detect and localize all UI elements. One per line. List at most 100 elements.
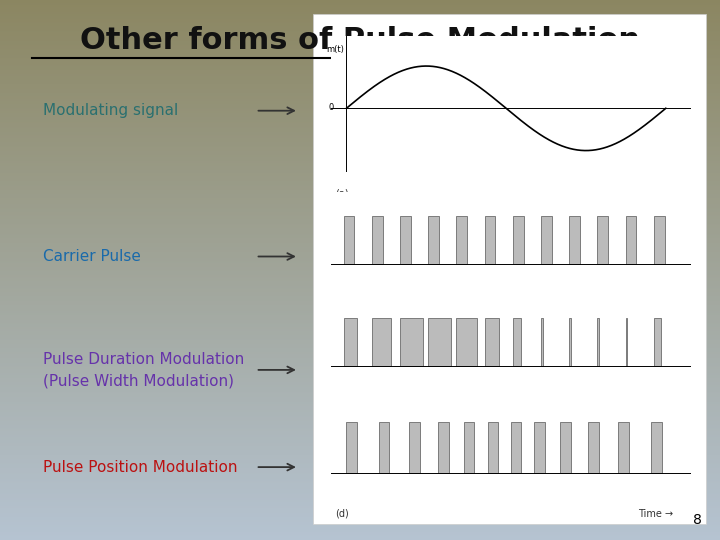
Bar	[0, 343, 720, 345]
Bar	[0, 278, 720, 280]
Bar	[0, 449, 720, 451]
Bar	[0, 525, 720, 526]
Bar	[0, 141, 720, 143]
Bar	[0, 435, 720, 436]
Bar	[0, 402, 720, 404]
Bar	[0, 351, 720, 353]
Bar	[0, 454, 720, 455]
Bar	[0, 427, 720, 428]
Bar	[0, 94, 720, 96]
Bar	[0, 271, 720, 273]
Bar	[0, 286, 720, 287]
Bar	[0, 474, 720, 475]
Bar	[0, 374, 720, 375]
Bar	[0, 59, 720, 60]
Bar	[0, 168, 720, 170]
Bar	[0, 74, 720, 76]
Bar	[410, 422, 420, 473]
Bar	[0, 492, 720, 494]
Bar	[0, 322, 720, 324]
Bar	[0, 58, 720, 59]
Bar	[0, 383, 720, 384]
Bar	[0, 178, 720, 179]
Bar	[0, 417, 720, 418]
Bar	[0, 205, 720, 206]
Bar	[0, 150, 720, 151]
Bar	[0, 392, 720, 393]
Bar	[0, 253, 720, 254]
Bar	[0, 191, 720, 192]
Bar	[0, 140, 720, 141]
Bar	[0, 355, 720, 356]
Bar	[0, 335, 720, 336]
Bar	[0, 267, 720, 269]
Bar	[0, 321, 720, 322]
Bar	[0, 112, 720, 113]
Bar	[0, 400, 720, 401]
Bar	[0, 346, 720, 347]
Bar	[0, 227, 720, 228]
Bar	[0, 361, 720, 362]
Bar	[0, 472, 720, 474]
Bar	[0, 32, 720, 33]
Bar	[0, 243, 720, 244]
Bar	[0, 246, 720, 247]
Bar	[0, 421, 720, 422]
Bar	[0, 56, 720, 57]
Bar	[0, 81, 720, 82]
Bar	[0, 462, 720, 463]
Bar	[0, 254, 720, 255]
Bar	[0, 483, 720, 485]
Bar	[0, 318, 720, 319]
Bar	[0, 16, 720, 17]
Bar	[541, 216, 552, 264]
Bar	[513, 216, 523, 264]
Bar	[0, 93, 720, 94]
Bar	[0, 510, 720, 512]
Bar	[0, 65, 720, 66]
Bar	[0, 135, 720, 136]
Bar	[0, 68, 720, 69]
Bar	[0, 433, 720, 435]
Bar	[0, 248, 720, 249]
Bar	[0, 202, 720, 204]
Bar	[0, 348, 720, 350]
Bar	[0, 146, 720, 147]
Bar	[0, 100, 720, 102]
Bar	[0, 377, 720, 378]
Bar	[0, 179, 720, 181]
Bar	[0, 54, 720, 56]
Bar	[0, 379, 720, 381]
Bar	[0, 330, 720, 332]
Bar	[0, 303, 720, 305]
Bar	[0, 166, 720, 167]
Bar	[0, 266, 720, 267]
Bar	[0, 440, 720, 442]
Bar	[0, 455, 720, 456]
Bar	[0, 393, 720, 394]
Bar	[0, 503, 720, 505]
Bar	[0, 264, 720, 265]
Bar	[0, 42, 720, 43]
Bar	[0, 70, 720, 71]
Bar	[0, 62, 720, 64]
Bar	[0, 394, 720, 395]
Bar	[0, 486, 720, 487]
Bar	[0, 53, 720, 54]
Bar	[0, 199, 720, 200]
Bar	[0, 208, 720, 209]
Bar	[0, 281, 720, 282]
Bar	[343, 216, 354, 264]
Bar	[0, 206, 720, 208]
Bar	[0, 132, 720, 134]
Bar	[654, 318, 661, 366]
Bar	[0, 40, 720, 42]
Bar	[0, 477, 720, 478]
Bar	[0, 158, 720, 159]
Bar	[0, 251, 720, 252]
Bar	[0, 228, 720, 230]
Bar	[0, 366, 720, 367]
Bar	[0, 453, 720, 454]
Bar	[0, 214, 720, 216]
Bar	[0, 424, 720, 426]
